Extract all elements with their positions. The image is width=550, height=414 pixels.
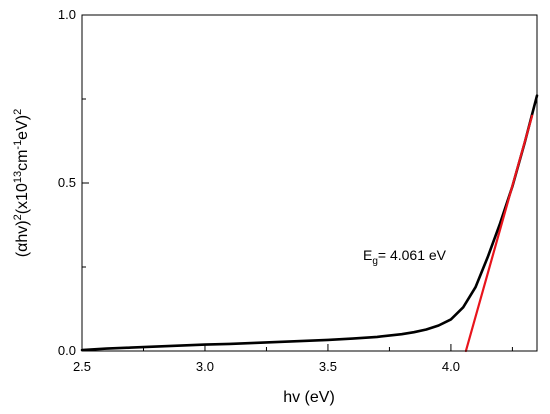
annotation-e: E — [363, 247, 372, 263]
ylabel-cm: cm — [14, 150, 31, 171]
y-tick-label: 1.0 — [58, 7, 76, 22]
x-tick-label: 3.0 — [196, 359, 214, 374]
x-tick-label: 4.0 — [442, 359, 460, 374]
tauc-fit-line — [464, 114, 534, 353]
ylabel-alpha: α — [14, 243, 31, 252]
axis-ticks — [81, 14, 513, 352]
annotation-subscript: g — [372, 256, 378, 267]
band-gap-annotation: Eg= 4.061 eV — [363, 247, 447, 267]
ylabel-mid: (x10 — [14, 183, 31, 214]
ylabel-sup2: 13 — [12, 171, 24, 183]
x-tick-label: 2.5 — [73, 359, 91, 374]
ylabel-sup4: 2 — [12, 109, 24, 115]
ylabel-sup3: -1 — [12, 140, 24, 150]
y-tick-label: 0.0 — [58, 343, 76, 358]
annotation-value: = 4.061 eV — [378, 247, 447, 263]
ylabel-ev: eV) — [14, 115, 31, 140]
tick-labels: 2.5 3.0 3.5 4.0 0.0 0.5 1.0 — [58, 7, 460, 374]
ylabel-sup1: 2 — [12, 214, 24, 220]
x-axis-label: hv (eV) — [283, 389, 335, 406]
absorption-curve — [80, 94, 539, 352]
y-axis-label: (αhv)2(x1013cm-1eV)2 — [12, 109, 31, 257]
ylabel-hv: hv) — [14, 220, 31, 242]
plot-frame — [81, 14, 538, 352]
ylabel-prefix: ( — [14, 251, 31, 257]
series-layer — [80, 94, 539, 353]
x-tick-label: 3.5 — [319, 359, 337, 374]
y-tick-label: 0.5 — [58, 175, 76, 190]
